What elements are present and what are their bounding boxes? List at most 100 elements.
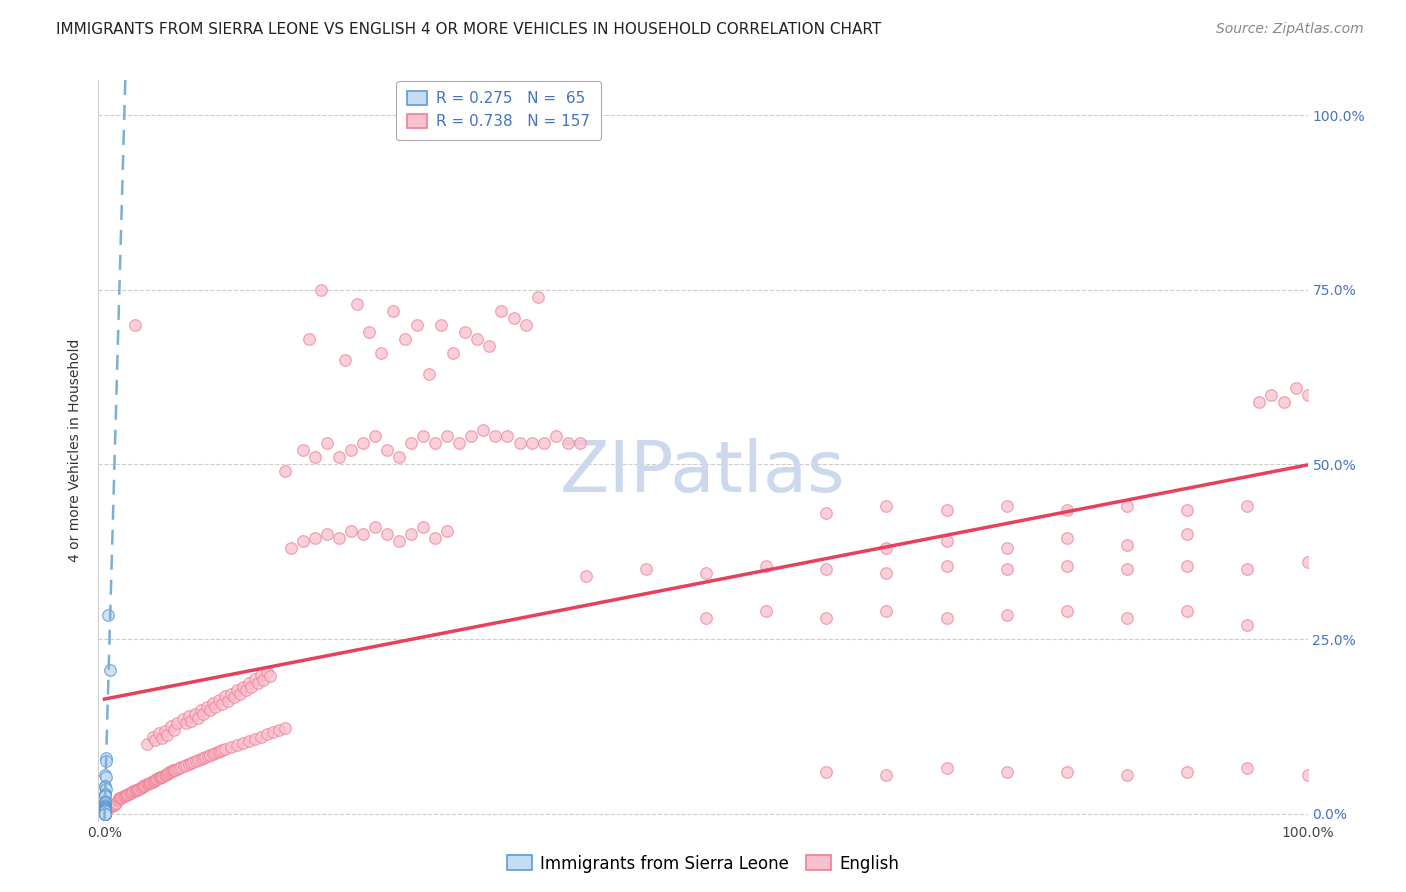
Point <box>204 746 226 760</box>
Point <box>1236 761 1258 775</box>
Legend: Immigrants from Sierra Leone, English: Immigrants from Sierra Leone, English <box>501 848 905 880</box>
Point <box>1236 562 1258 576</box>
Point <box>136 776 159 791</box>
Point <box>132 780 155 794</box>
Point <box>935 534 957 549</box>
Point <box>183 706 205 721</box>
Point <box>1175 558 1198 573</box>
Point <box>94 799 117 814</box>
Point <box>995 607 1018 622</box>
Point <box>274 464 297 478</box>
Point <box>121 785 143 799</box>
Point <box>162 764 184 778</box>
Point <box>93 806 115 821</box>
Point <box>98 800 121 814</box>
Point <box>412 520 434 534</box>
Point <box>142 730 165 744</box>
Point <box>94 799 117 814</box>
Point <box>259 669 281 683</box>
Point <box>93 805 115 819</box>
Point <box>149 770 172 784</box>
Point <box>155 767 177 781</box>
Point <box>207 745 229 759</box>
Point <box>134 779 156 793</box>
Point <box>346 297 368 311</box>
Point <box>108 791 131 805</box>
Point <box>406 318 429 332</box>
Point <box>118 786 141 800</box>
Point <box>93 806 115 821</box>
Point <box>460 429 482 443</box>
Point <box>143 773 166 788</box>
Point <box>94 781 117 796</box>
Point <box>412 429 434 443</box>
Point <box>93 805 115 820</box>
Point <box>93 805 115 820</box>
Point <box>173 759 195 773</box>
Point <box>128 781 150 796</box>
Point <box>225 683 247 698</box>
Point <box>93 805 115 819</box>
Point <box>544 429 567 443</box>
Point <box>875 500 897 514</box>
Point <box>149 770 172 784</box>
Point <box>194 750 217 764</box>
Point <box>200 747 222 762</box>
Point <box>94 789 117 803</box>
Point <box>262 725 284 739</box>
Point <box>232 736 254 750</box>
Point <box>875 768 897 782</box>
Point <box>93 805 115 820</box>
Point <box>191 751 214 765</box>
Point <box>145 772 167 787</box>
Point <box>195 699 218 714</box>
Point <box>509 436 531 450</box>
Point <box>328 531 350 545</box>
Point <box>93 805 115 820</box>
Point <box>1116 562 1139 576</box>
Point <box>97 801 120 815</box>
Point <box>225 738 247 752</box>
Point <box>755 558 778 573</box>
Point <box>120 786 142 800</box>
Point <box>180 756 202 770</box>
Point <box>217 693 239 707</box>
Point <box>135 737 157 751</box>
Point <box>94 802 117 816</box>
Point <box>467 332 489 346</box>
Point <box>204 700 226 714</box>
Point <box>250 668 273 682</box>
Point <box>1249 394 1271 409</box>
Point <box>1236 500 1258 514</box>
Point <box>93 806 115 821</box>
Text: IMMIGRANTS FROM SIERRA LEONE VS ENGLISH 4 OR MORE VEHICLES IN HOUSEHOLD CORRELAT: IMMIGRANTS FROM SIERRA LEONE VS ENGLISH … <box>56 22 882 37</box>
Point <box>1175 527 1198 541</box>
Point <box>100 799 122 814</box>
Point <box>159 719 181 733</box>
Point <box>94 780 117 794</box>
Point <box>93 806 115 821</box>
Point <box>995 500 1018 514</box>
Point <box>93 806 115 821</box>
Point <box>93 805 115 820</box>
Point <box>243 672 266 686</box>
Point <box>364 429 387 443</box>
Point <box>94 801 117 815</box>
Point <box>94 794 117 808</box>
Point <box>250 730 273 744</box>
Point <box>430 318 453 332</box>
Text: ZIPatlas: ZIPatlas <box>560 438 846 508</box>
Point <box>1056 604 1078 618</box>
Point <box>298 332 321 346</box>
Point <box>111 789 134 804</box>
Point <box>201 747 224 762</box>
Point <box>388 450 411 465</box>
Point <box>174 715 197 730</box>
Point <box>1175 604 1198 618</box>
Point <box>112 789 135 804</box>
Point <box>815 506 838 520</box>
Point <box>165 763 187 777</box>
Point <box>340 524 363 538</box>
Point <box>875 566 897 580</box>
Point <box>93 805 115 819</box>
